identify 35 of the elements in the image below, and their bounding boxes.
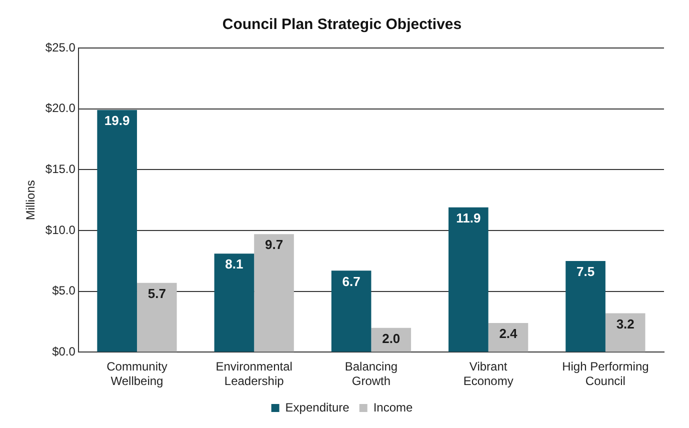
data-label: 6.7	[342, 274, 360, 289]
y-tick-label: $15.0	[45, 162, 76, 176]
bar	[97, 110, 137, 352]
bar	[566, 260, 606, 352]
bar	[448, 207, 488, 352]
data-label: 5.7	[148, 286, 166, 301]
x-tick-label: Community Wellbeing	[106, 360, 168, 388]
data-label: 11.9	[456, 210, 481, 226]
data-label: 9.7	[264, 237, 284, 252]
x-tick-label: Vibrant Economy	[463, 360, 514, 388]
bar	[331, 270, 372, 352]
bar	[488, 322, 528, 352]
y-tick-label: $10.0	[45, 222, 76, 237]
bar	[254, 234, 294, 352]
data-label: 3.2	[616, 316, 634, 332]
bar	[214, 254, 254, 352]
bar	[136, 282, 177, 352]
data-label: 19.9	[104, 113, 130, 128]
y-tick-label: $0.0	[52, 344, 76, 359]
y-tick-label: $25.0	[45, 40, 76, 54]
bar	[371, 328, 412, 352]
x-tick-label: High Performing Council	[562, 360, 649, 388]
y-tick-label: $20.0	[45, 101, 76, 116]
x-tick-label: Balancing Growth	[344, 360, 398, 388]
data-label: 8.1	[225, 256, 244, 272]
legend-label: Expenditure	[285, 400, 350, 414]
y-axis-title: Millions	[24, 180, 38, 220]
data-label: 2.4	[499, 326, 518, 342]
chart-title: Council Plan Strategic Objectives	[222, 16, 462, 34]
y-tick-label: $5.0	[52, 284, 76, 298]
data-label: 7.5	[576, 264, 595, 280]
x-tick-label: Environmental Leadership	[216, 360, 292, 388]
data-label: 2.0	[382, 330, 400, 346]
legend-label: Income	[373, 400, 414, 414]
bar	[605, 313, 646, 352]
